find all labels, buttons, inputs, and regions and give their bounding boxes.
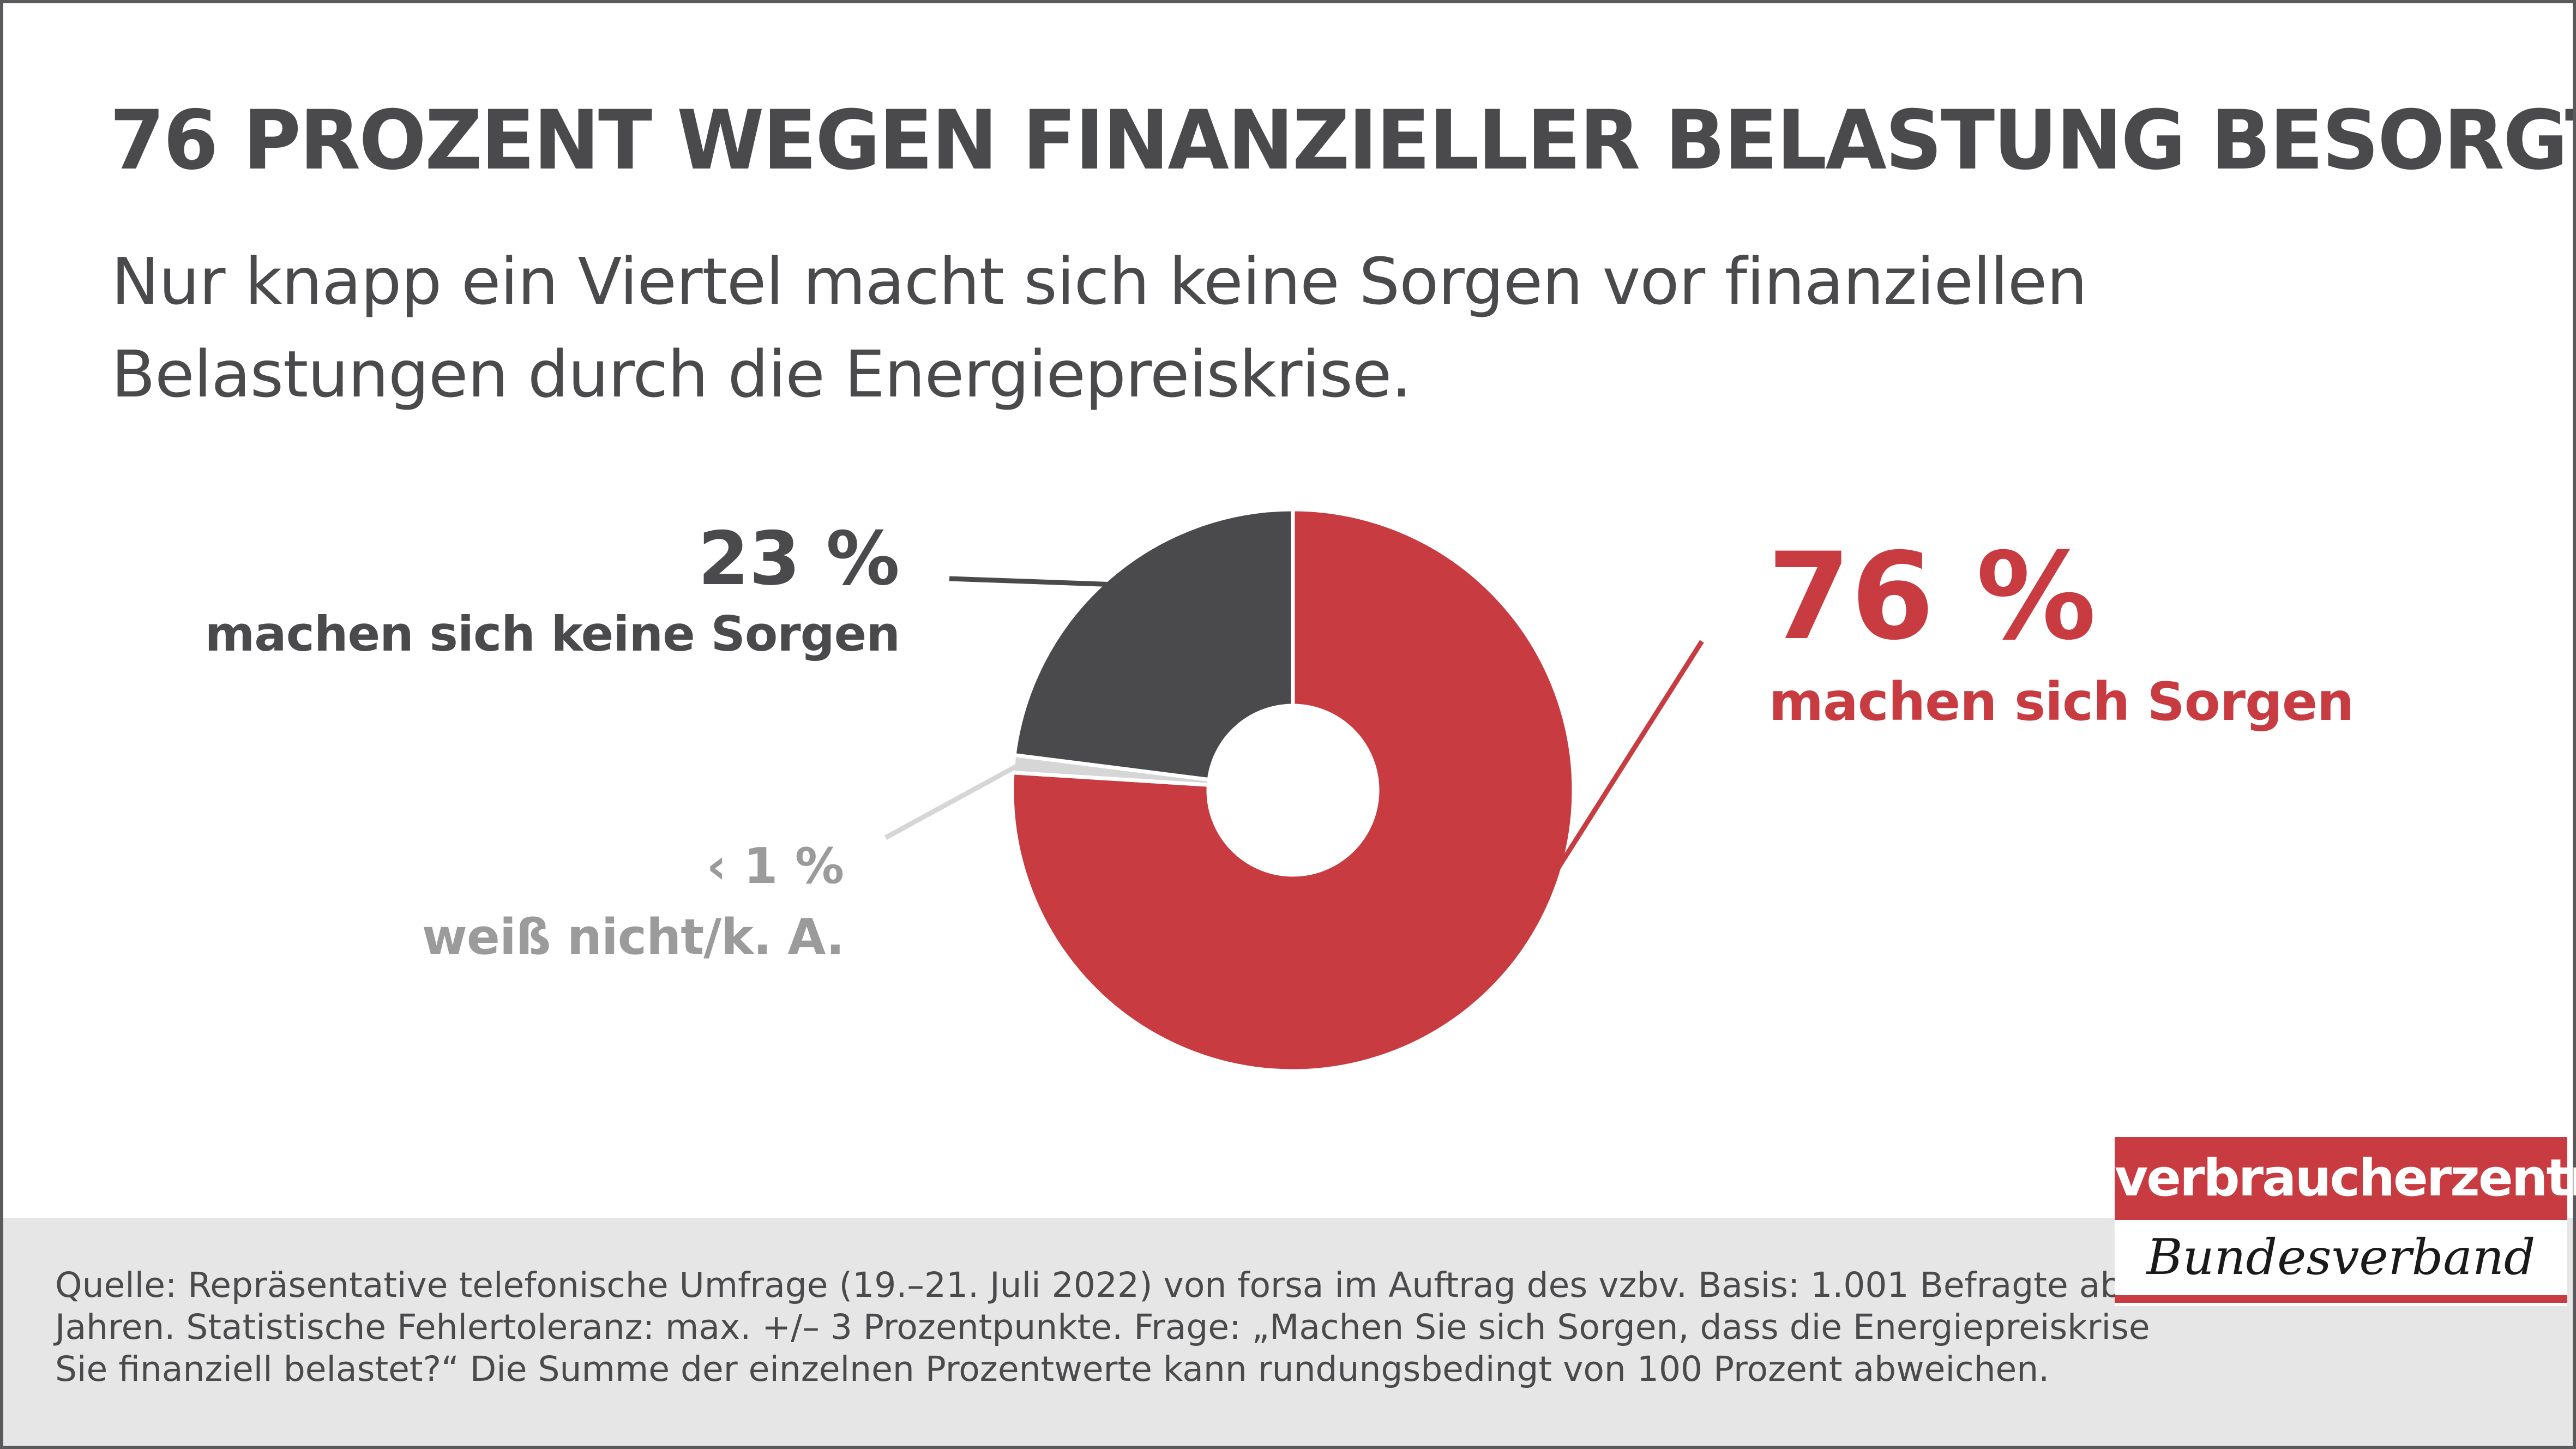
slice-label-no-percent: 23 %: [697, 516, 900, 602]
leader-line-no: [949, 576, 1112, 587]
brand-logo: verbraucherzentrale Bundesverband: [2115, 1137, 2576, 1306]
donut-chart: [884, 507, 1704, 1073]
logo-wordmark: verbraucherzentrale: [2115, 1137, 2576, 1220]
donut-slice-no: [1012, 507, 1295, 782]
slice-label-yes-text: machen sich Sorgen: [1769, 671, 2354, 732]
logo-underline: [2115, 1295, 2567, 1303]
slice-label-yes-percent: 76 %: [1767, 527, 2097, 666]
donut-slice-yes: [1010, 507, 1576, 1073]
slice-label-no-text: machen sich keine Sorgen: [204, 606, 900, 662]
chart-title: 76 PROZENT WEGEN FINANZIELLER BELASTUNG …: [110, 93, 2576, 188]
slice-label-dk-percent: ‹ 1 %: [706, 838, 844, 895]
leader-line-yes: [1478, 640, 1704, 992]
source-note: Quelle: Repräsentative telefonische Umfr…: [55, 1265, 2177, 1389]
slice-label-dk-text: weiß nicht/k. A.: [422, 909, 845, 966]
chart-subtitle: Nur knapp ein Viertel macht sich keine S…: [111, 244, 2087, 412]
logo-subline: Bundesverband: [2115, 1220, 2567, 1295]
leader-line-dk: [884, 762, 1021, 840]
